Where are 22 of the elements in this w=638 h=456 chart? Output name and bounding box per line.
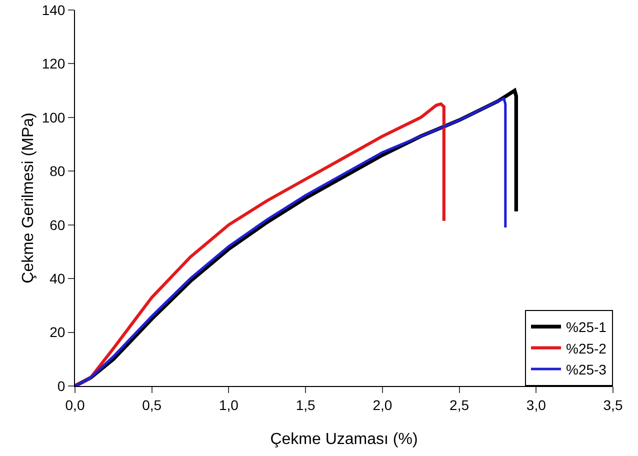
x-tick-label: 1,5 <box>296 396 316 413</box>
x-tick-label: 0,5 <box>142 396 162 413</box>
y-tick-label: 60 <box>50 216 66 233</box>
x-tick-label: 2,0 <box>372 396 392 413</box>
y-tick-label: 120 <box>42 56 66 72</box>
legend-label: %25-1 <box>566 319 607 336</box>
x-tick-label: 0,0 <box>65 396 85 413</box>
legend-label: %25-2 <box>566 340 607 356</box>
y-tick-label: 80 <box>50 163 66 180</box>
legend-label: %25-3 <box>566 361 607 378</box>
y-tick-label: 140 <box>42 2 66 18</box>
x-tick-label: 2,5 <box>450 396 470 413</box>
x-tick-label: 3,0 <box>526 396 546 413</box>
y-tick-label: 20 <box>50 324 66 340</box>
y-tick-label: 100 <box>42 109 66 126</box>
line-series <box>75 102 446 386</box>
x-tick-label: 1,0 <box>218 396 239 413</box>
x-tick-label: 3,5 <box>603 396 623 413</box>
y-tick-label: 40 <box>50 270 66 286</box>
y-axis-title: Çekme Gerilmesi (MPa) <box>20 112 37 284</box>
x-axis-title: Çekme Uzaması (%) <box>270 431 418 448</box>
y-tick-label: 0 <box>57 378 66 394</box>
